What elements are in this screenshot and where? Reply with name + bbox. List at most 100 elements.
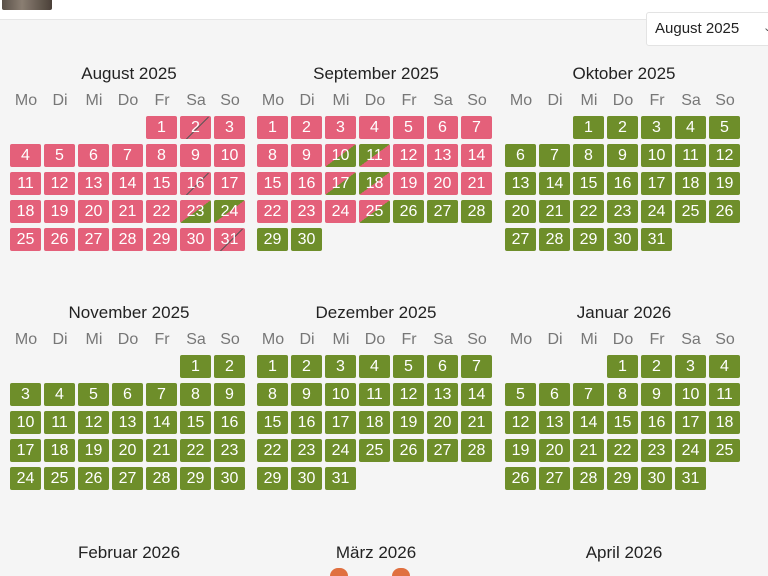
calendar-day[interactable]: 2 — [291, 116, 322, 139]
calendar-day[interactable]: 5 — [709, 116, 740, 139]
calendar-day[interactable]: 28 — [539, 228, 570, 251]
calendar-day[interactable]: 22 — [146, 200, 177, 223]
calendar-day[interactable]: 20 — [505, 200, 536, 223]
calendar-day[interactable]: 5 — [393, 116, 424, 139]
calendar-day[interactable]: 26 — [393, 439, 424, 462]
calendar-day[interactable]: 19 — [393, 411, 424, 434]
calendar-day[interactable]: 27 — [505, 228, 536, 251]
calendar-day[interactable]: 1 — [573, 116, 604, 139]
calendar-day[interactable]: 30 — [214, 467, 245, 490]
calendar-day[interactable]: 18 — [675, 172, 706, 195]
calendar-day[interactable]: 21 — [112, 200, 143, 223]
calendar-day[interactable]: 2 — [214, 355, 245, 378]
calendar-day[interactable]: 7 — [539, 144, 570, 167]
calendar-day[interactable]: 7 — [573, 383, 604, 406]
calendar-day[interactable]: 6 — [427, 116, 458, 139]
calendar-day[interactable]: 9 — [180, 144, 211, 167]
calendar-day[interactable]: 20 — [427, 172, 458, 195]
calendar-day[interactable]: 29 — [257, 467, 288, 490]
calendar-day[interactable]: 8 — [257, 383, 288, 406]
calendar-day[interactable]: 23 — [180, 200, 211, 223]
calendar-day[interactable]: 8 — [257, 144, 288, 167]
calendar-day[interactable]: 31 — [641, 228, 672, 251]
calendar-day[interactable]: 9 — [641, 383, 672, 406]
calendar-day[interactable]: 29 — [146, 228, 177, 251]
calendar-day[interactable]: 22 — [257, 439, 288, 462]
calendar-day[interactable]: 5 — [393, 355, 424, 378]
calendar-day[interactable]: 21 — [461, 172, 492, 195]
calendar-day[interactable]: 15 — [180, 411, 211, 434]
calendar-day[interactable]: 25 — [709, 439, 740, 462]
calendar-day[interactable]: 16 — [291, 411, 322, 434]
calendar-day[interactable]: 7 — [146, 383, 177, 406]
calendar-day[interactable]: 16 — [291, 172, 322, 195]
calendar-day[interactable]: 5 — [44, 144, 75, 167]
calendar-day[interactable]: 17 — [325, 411, 356, 434]
calendar-day[interactable]: 5 — [78, 383, 109, 406]
calendar-day[interactable]: 15 — [257, 172, 288, 195]
calendar-day[interactable]: 27 — [427, 200, 458, 223]
calendar-day[interactable]: 17 — [641, 172, 672, 195]
calendar-day[interactable]: 10 — [214, 144, 245, 167]
calendar-day[interactable]: 6 — [78, 144, 109, 167]
calendar-day[interactable]: 11 — [675, 144, 706, 167]
calendar-day[interactable]: 22 — [607, 439, 638, 462]
calendar-day[interactable]: 21 — [539, 200, 570, 223]
calendar-day[interactable]: 25 — [359, 439, 390, 462]
calendar-day[interactable]: 1 — [180, 355, 211, 378]
calendar-day[interactable]: 30 — [291, 467, 322, 490]
calendar-day[interactable]: 8 — [573, 144, 604, 167]
calendar-day[interactable]: 25 — [10, 228, 41, 251]
calendar-day[interactable]: 18 — [10, 200, 41, 223]
calendar-day[interactable]: 4 — [675, 116, 706, 139]
calendar-day[interactable]: 10 — [641, 144, 672, 167]
calendar-day[interactable]: 27 — [112, 467, 143, 490]
calendar-day[interactable]: 9 — [214, 383, 245, 406]
calendar-day[interactable]: 26 — [709, 200, 740, 223]
calendar-day[interactable]: 24 — [214, 200, 245, 223]
calendar-day[interactable]: 23 — [214, 439, 245, 462]
calendar-day[interactable]: 14 — [461, 144, 492, 167]
calendar-day[interactable]: 22 — [573, 200, 604, 223]
calendar-day[interactable]: 17 — [214, 172, 245, 195]
calendar-day[interactable]: 2 — [180, 116, 211, 139]
calendar-day[interactable]: 7 — [461, 116, 492, 139]
calendar-day[interactable]: 26 — [393, 200, 424, 223]
calendar-day[interactable]: 24 — [641, 200, 672, 223]
calendar-day[interactable]: 18 — [44, 439, 75, 462]
calendar-day[interactable]: 11 — [359, 144, 390, 167]
calendar-day[interactable]: 9 — [607, 144, 638, 167]
calendar-day[interactable]: 30 — [607, 228, 638, 251]
calendar-day[interactable]: 26 — [78, 467, 109, 490]
calendar-day[interactable]: 28 — [112, 228, 143, 251]
calendar-day[interactable]: 10 — [675, 383, 706, 406]
calendar-day[interactable]: 21 — [573, 439, 604, 462]
calendar-day[interactable]: 27 — [427, 439, 458, 462]
calendar-day[interactable]: 12 — [505, 411, 536, 434]
calendar-day[interactable]: 4 — [44, 383, 75, 406]
calendar-day[interactable]: 6 — [505, 144, 536, 167]
calendar-day[interactable]: 13 — [112, 411, 143, 434]
calendar-day[interactable]: 9 — [291, 383, 322, 406]
calendar-day[interactable]: 3 — [214, 116, 245, 139]
calendar-day[interactable]: 31 — [325, 467, 356, 490]
calendar-day[interactable]: 19 — [709, 172, 740, 195]
calendar-day[interactable]: 10 — [325, 383, 356, 406]
calendar-day[interactable]: 31 — [675, 467, 706, 490]
calendar-day[interactable]: 6 — [427, 355, 458, 378]
calendar-day[interactable]: 27 — [78, 228, 109, 251]
calendar-day[interactable]: 26 — [44, 228, 75, 251]
calendar-day[interactable]: 6 — [539, 383, 570, 406]
calendar-day[interactable]: 28 — [146, 467, 177, 490]
calendar-day[interactable]: 17 — [675, 411, 706, 434]
calendar-day[interactable]: 18 — [359, 172, 390, 195]
calendar-day[interactable]: 29 — [180, 467, 211, 490]
calendar-day[interactable]: 9 — [291, 144, 322, 167]
calendar-day[interactable]: 4 — [10, 144, 41, 167]
calendar-day[interactable]: 29 — [607, 467, 638, 490]
calendar-day[interactable]: 13 — [427, 383, 458, 406]
calendar-day[interactable]: 5 — [505, 383, 536, 406]
calendar-day[interactable]: 13 — [505, 172, 536, 195]
calendar-day[interactable]: 31 — [214, 228, 245, 251]
calendar-day[interactable]: 13 — [78, 172, 109, 195]
